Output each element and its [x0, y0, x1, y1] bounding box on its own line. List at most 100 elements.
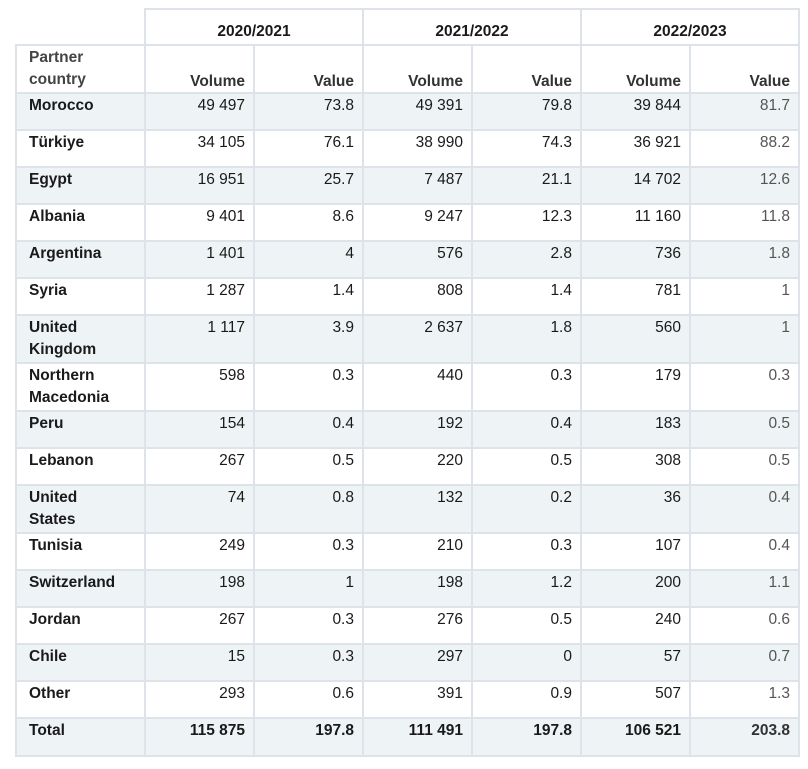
country-name: Türkiye [29, 134, 85, 151]
country-name: Total [29, 722, 65, 739]
value-cell: 0.6 [253, 680, 364, 719]
country-name: Morocco [29, 97, 94, 114]
value-cell: 1.8 [471, 314, 582, 364]
country-name: Chile [29, 648, 67, 665]
table-row: Jordan 267 0.3 276 0.5 240 0.6 [15, 606, 800, 645]
value-cell: 81.7 [689, 92, 800, 131]
volume-cell: 308 [580, 447, 691, 486]
volume-cell: 107 [580, 532, 691, 571]
volume-cell: 220 [362, 447, 473, 486]
volume-cell: 198 [144, 569, 255, 608]
table-row: Tunisia 249 0.3 210 0.3 107 0.4 [15, 532, 800, 571]
value-cell: 0.3 [253, 606, 364, 645]
country-cell: Total [15, 717, 146, 757]
value-cell: 1.4 [471, 277, 582, 316]
value-cell: 74.3 [471, 129, 582, 168]
volume-cell: 198 [362, 569, 473, 608]
value-cell: 203.8 [689, 717, 800, 757]
country-name: Jordan [29, 611, 81, 628]
volume-cell: 16 951 [144, 166, 255, 205]
value-cell: 0 [471, 643, 582, 682]
country-cell: Lebanon [15, 447, 146, 486]
volume-cell: 249 [144, 532, 255, 571]
value-cell: 0.4 [471, 410, 582, 449]
value-cell: 0.6 [689, 606, 800, 645]
country-name: United [29, 489, 78, 506]
volume-cell: 36 921 [580, 129, 691, 168]
volume-cell: 1 401 [144, 240, 255, 279]
year-header: 2020/2021 [144, 8, 364, 46]
country-cell: Türkiye [15, 129, 146, 168]
volume-cell: 49 391 [362, 92, 473, 131]
value-cell: 3.9 [253, 314, 364, 364]
volume-cell: 507 [580, 680, 691, 719]
table-row: Peru 154 0.4 192 0.4 183 0.5 [15, 410, 800, 449]
value-cell: 2.8 [471, 240, 582, 279]
volume-column-header: Volume [580, 44, 691, 94]
country-cell: Tunisia [15, 532, 146, 571]
country-cell: Switzerland [15, 569, 146, 608]
volume-cell: 1 287 [144, 277, 255, 316]
volume-cell: 15 [144, 643, 255, 682]
volume-column-header: Volume [144, 44, 255, 94]
value-cell: 0.9 [471, 680, 582, 719]
volume-cell: 560 [580, 314, 691, 364]
table-row: Argentina 1 401 4 576 2.8 736 1.8 [15, 240, 800, 279]
value-cell: 0.5 [471, 606, 582, 645]
volume-cell: 7 487 [362, 166, 473, 205]
volume-cell: 267 [144, 447, 255, 486]
country-name: Syria [29, 282, 67, 299]
country-cell: Albania [15, 203, 146, 242]
country-cell: Other [15, 680, 146, 719]
volume-cell: 2 637 [362, 314, 473, 364]
value-column-header: Value [689, 44, 800, 94]
table-row: United States 74 0.8 132 0.2 36 0.4 [15, 484, 800, 534]
value-cell: 1 [689, 277, 800, 316]
volume-cell: 111 491 [362, 717, 473, 757]
country-name: Northern [29, 367, 95, 384]
volume-cell: 74 [144, 484, 255, 534]
volume-cell: 781 [580, 277, 691, 316]
volume-cell: 240 [580, 606, 691, 645]
volume-cell: 179 [580, 362, 691, 412]
country-column-header: Partner country [15, 44, 146, 94]
value-cell: 0.5 [689, 447, 800, 486]
year-header-row: 2020/2021 2021/2022 2022/2023 [16, 8, 800, 46]
volume-cell: 49 497 [144, 92, 255, 131]
value-cell: 12.3 [471, 203, 582, 242]
country-cell: Jordan [15, 606, 146, 645]
value-cell: 12.6 [689, 166, 800, 205]
value-cell: 0.5 [471, 447, 582, 486]
country-name: United [29, 319, 78, 336]
value-cell: 79.8 [471, 92, 582, 131]
value-cell: 21.1 [471, 166, 582, 205]
table-row: Egypt 16 951 25.7 7 487 21.1 14 702 12.6 [15, 166, 800, 205]
volume-cell: 9 401 [144, 203, 255, 242]
value-cell: 0.7 [689, 643, 800, 682]
volume-cell: 115 875 [144, 717, 255, 757]
volume-cell: 440 [362, 362, 473, 412]
volume-cell: 200 [580, 569, 691, 608]
volume-cell: 36 [580, 484, 691, 534]
volume-cell: 576 [362, 240, 473, 279]
volume-cell: 736 [580, 240, 691, 279]
country-name: Other [29, 685, 71, 702]
value-cell: 88.2 [689, 129, 800, 168]
value-cell: 1.1 [689, 569, 800, 608]
value-cell: 0.3 [471, 532, 582, 571]
value-cell: 1.3 [689, 680, 800, 719]
value-cell: 1.4 [253, 277, 364, 316]
country-name: Albania [29, 208, 85, 225]
value-column-header: Value [471, 44, 582, 94]
volume-cell: 14 702 [580, 166, 691, 205]
volume-cell: 1 117 [144, 314, 255, 364]
value-cell: 4 [253, 240, 364, 279]
volume-column-header: Volume [362, 44, 473, 94]
value-cell: 0.4 [689, 532, 800, 571]
value-cell: 0.3 [471, 362, 582, 412]
value-cell: 0.5 [253, 447, 364, 486]
country-cell: Morocco [15, 92, 146, 131]
year-header: 2022/2023 [580, 8, 800, 46]
country-name: Macedonia [29, 389, 110, 406]
volume-cell: 39 844 [580, 92, 691, 131]
